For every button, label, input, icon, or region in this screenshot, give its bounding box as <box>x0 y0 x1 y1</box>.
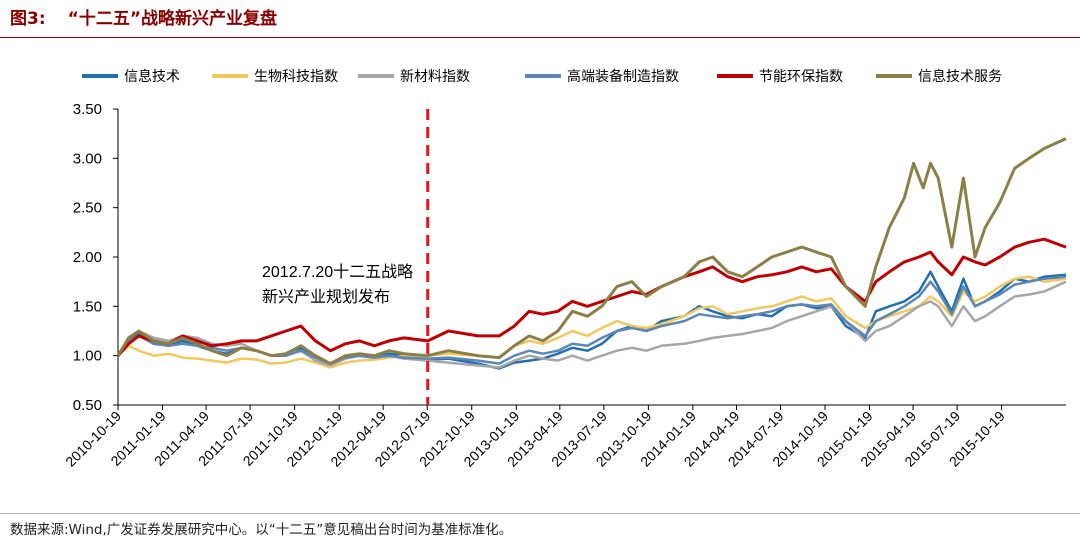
y-tick-label: 1.00 <box>73 348 102 365</box>
figure-number: 图3: <box>10 9 46 29</box>
y-tick-label: 0.50 <box>73 397 102 414</box>
series-line-5 <box>116 237 1067 357</box>
source-rule <box>0 513 1080 514</box>
series-line-2 <box>117 275 1067 369</box>
legend-item: 高端装备制造指数 <box>525 68 679 84</box>
y-tick-label: 1.50 <box>73 298 102 315</box>
axes: 0.501.001.502.002.503.003.502010-10-1920… <box>62 101 1066 470</box>
annotation-text-line2: 新兴产业规划发布 <box>262 288 390 306</box>
legend-label: 新材料指数 <box>400 68 470 84</box>
legend-label: 信息技术 <box>124 68 180 84</box>
series-lines <box>116 137 1067 370</box>
legend-label: 节能环保指数 <box>759 68 843 84</box>
y-tick-label: 2.50 <box>73 200 102 217</box>
series-line-6 <box>116 137 1067 366</box>
y-tick-label: 2.00 <box>73 249 102 266</box>
series-line-3 <box>116 280 1067 369</box>
legend-item: 节能环保指数 <box>717 68 843 84</box>
legend-item: 信息技术 <box>82 68 180 84</box>
legend-label: 信息技术服务 <box>918 68 1002 84</box>
legend-item: 信息技术服务 <box>876 68 1002 84</box>
series-line-1 <box>116 270 1067 370</box>
line-chart: 信息技术 生物科技指数 新材料指数 高端装备制造指数 节能环保指数 信息技术服务 0.50… <box>62 68 1067 470</box>
legend-label: 生物科技指数 <box>254 68 338 84</box>
legend-label: 高端装备制造指数 <box>567 68 679 84</box>
figure-title: 图3: “十二五”战略新兴产业复盘 <box>10 4 277 29</box>
y-tick-label: 3.00 <box>73 150 102 167</box>
source-note: 数据来源:Wind,广发证券发展研究中心。以“十二五”意见稿出台时间为基准标准化… <box>10 522 513 538</box>
annotation-text-line1: 2012.7.20十二五战略 <box>262 263 413 281</box>
legend-item: 新材料指数 <box>358 68 470 84</box>
legend-item: 生物科技指数 <box>212 68 338 84</box>
legend: 信息技术 生物科技指数 新材料指数 高端装备制造指数 节能环保指数 信息技术服务 <box>82 68 1002 84</box>
title-rule <box>0 37 1080 38</box>
y-tick-label: 3.50 <box>73 101 102 118</box>
figure-title-text: “十二五”战略新兴产业复盘 <box>67 9 277 29</box>
